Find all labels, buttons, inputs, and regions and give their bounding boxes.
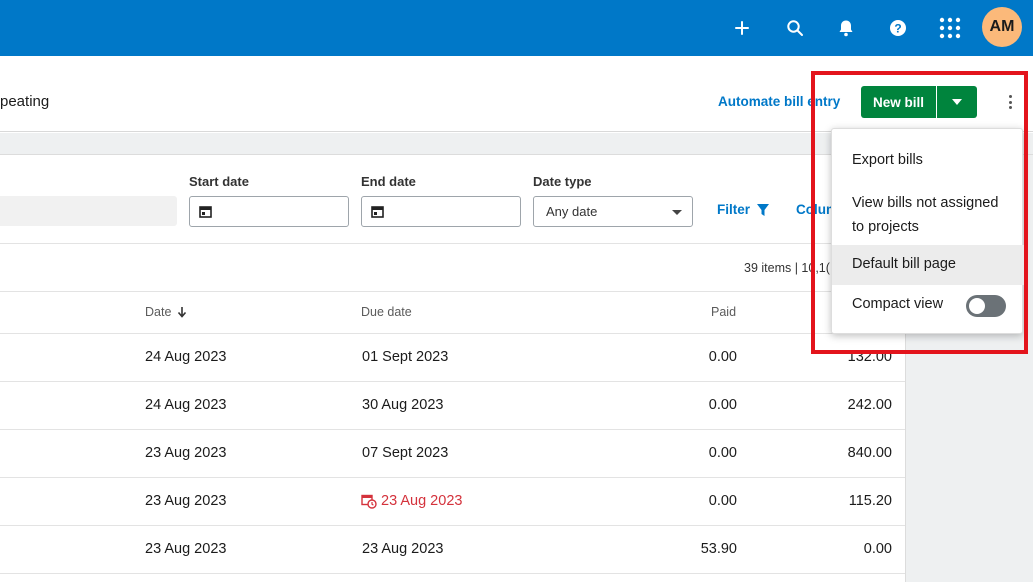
new-bill-options-button[interactable] (937, 86, 977, 118)
user-avatar[interactable]: AM (982, 7, 1022, 47)
sort-descending-icon (178, 307, 187, 318)
row-paid: 0.00 (708, 397, 737, 413)
overdue-calendar-icon (361, 494, 377, 509)
search-icon[interactable] (781, 14, 809, 42)
table-row[interactable]: 23 Aug 2023 23 Aug 2023 0.00 115.20 (0, 478, 905, 526)
table-row[interactable]: 24 Aug 2023 30 Aug 2023 0.00 242.00 (0, 382, 905, 430)
columns-button[interactable]: Colum (796, 202, 838, 217)
chevron-down-icon (672, 210, 682, 215)
table-row[interactable]: 23 Aug 2023 23 Aug 2023 53.90 0.00 (0, 526, 905, 574)
more-options-kebab-icon[interactable] (1002, 92, 1018, 112)
plus-icon[interactable] (728, 14, 756, 42)
calendar-icon (371, 206, 384, 218)
help-icon[interactable]: ? (884, 14, 912, 42)
funnel-icon (757, 203, 770, 216)
table-row[interactable]: 24 Aug 2023 01 Sept 2023 0.00 132.00 (0, 334, 905, 382)
compact-view-label: Compact view (852, 296, 944, 312)
row-due-date: 01 Sept 2023 (362, 349, 449, 365)
date-type-select[interactable]: Any date (533, 196, 693, 227)
menu-item-view-bills-not-assigned[interactable]: View bills not assigned to projects (832, 191, 1024, 239)
row-date: 23 Aug 2023 (145, 541, 227, 557)
row-paid: 0.00 (708, 445, 737, 461)
more-options-menu: Export bills View bills not assigned to … (831, 128, 1024, 334)
search-input[interactable] (0, 196, 177, 226)
row-due-date-text: 23 Aug 2023 (381, 493, 463, 509)
row-due-date-overdue: 23 Aug 2023 (361, 493, 462, 509)
row-date: 23 Aug 2023 (145, 493, 227, 509)
column-header-date[interactable]: Date (145, 305, 187, 319)
table-header: Date Due date Paid (0, 293, 905, 334)
row-date: 24 Aug 2023 (145, 397, 227, 413)
end-date-input[interactable] (361, 196, 521, 227)
menu-item-view-bills-line1: View bills not assigned (852, 195, 999, 211)
apps-grid-icon[interactable] (936, 14, 964, 42)
row-date: 24 Aug 2023 (145, 349, 227, 365)
page-header: peating Automate bill entry New bill (0, 56, 1033, 132)
row-amount: 0.00 (863, 541, 892, 557)
date-type-value: Any date (546, 204, 598, 219)
filter-button[interactable]: Filter (717, 202, 770, 217)
row-amount: 840.00 (847, 445, 892, 461)
column-header-due-date[interactable]: Due date (361, 305, 412, 319)
table-row[interactable]: 23 Aug 2023 07 Sept 2023 0.00 840.00 (0, 430, 905, 478)
row-paid: 0.00 (708, 349, 737, 365)
menu-item-compact-view[interactable]: Compact view (832, 285, 1024, 327)
start-date-input[interactable] (189, 196, 349, 227)
menu-item-default-bill-page[interactable]: Default bill page (832, 245, 1024, 285)
row-due-date: 07 Sept 2023 (362, 445, 449, 461)
row-paid: 0.00 (708, 493, 737, 509)
items-count: 39 items | 10,1( (744, 261, 830, 275)
section-divider-strip (0, 133, 1033, 155)
caret-down-icon (952, 99, 962, 105)
row-amount: 242.00 (847, 397, 892, 413)
date-type-label: Date type (533, 174, 592, 189)
start-date-label: Start date (189, 174, 249, 189)
compact-view-toggle[interactable] (966, 295, 1006, 317)
row-paid: 53.90 (700, 541, 737, 557)
svg-text:?: ? (894, 21, 901, 35)
page-tab-label[interactable]: peating (0, 93, 50, 110)
column-header-date-label: Date (145, 305, 172, 319)
menu-item-export-bills[interactable]: Export bills (852, 152, 923, 168)
row-amount: 115.20 (848, 493, 892, 509)
top-navigation-bar: ? AM (0, 0, 1033, 56)
new-bill-button[interactable]: New bill (861, 86, 936, 118)
column-header-paid[interactable]: Paid (711, 305, 737, 319)
filter-label: Filter (717, 202, 751, 217)
row-due-date: 23 Aug 2023 (362, 541, 444, 557)
calendar-icon (199, 206, 212, 218)
row-due-date: 30 Aug 2023 (362, 397, 444, 413)
results-summary-row: 39 items | 10,1( (0, 245, 905, 292)
row-amount: 132.00 (847, 349, 892, 365)
bell-icon[interactable] (832, 14, 860, 42)
filter-bar: Start date End date Date type Any date F… (0, 156, 905, 244)
end-date-label: End date (361, 174, 416, 189)
menu-item-view-bills-line2: to projects (852, 219, 919, 235)
row-date: 23 Aug 2023 (145, 445, 227, 461)
automate-bill-entry-link[interactable]: Automate bill entry (718, 94, 841, 109)
